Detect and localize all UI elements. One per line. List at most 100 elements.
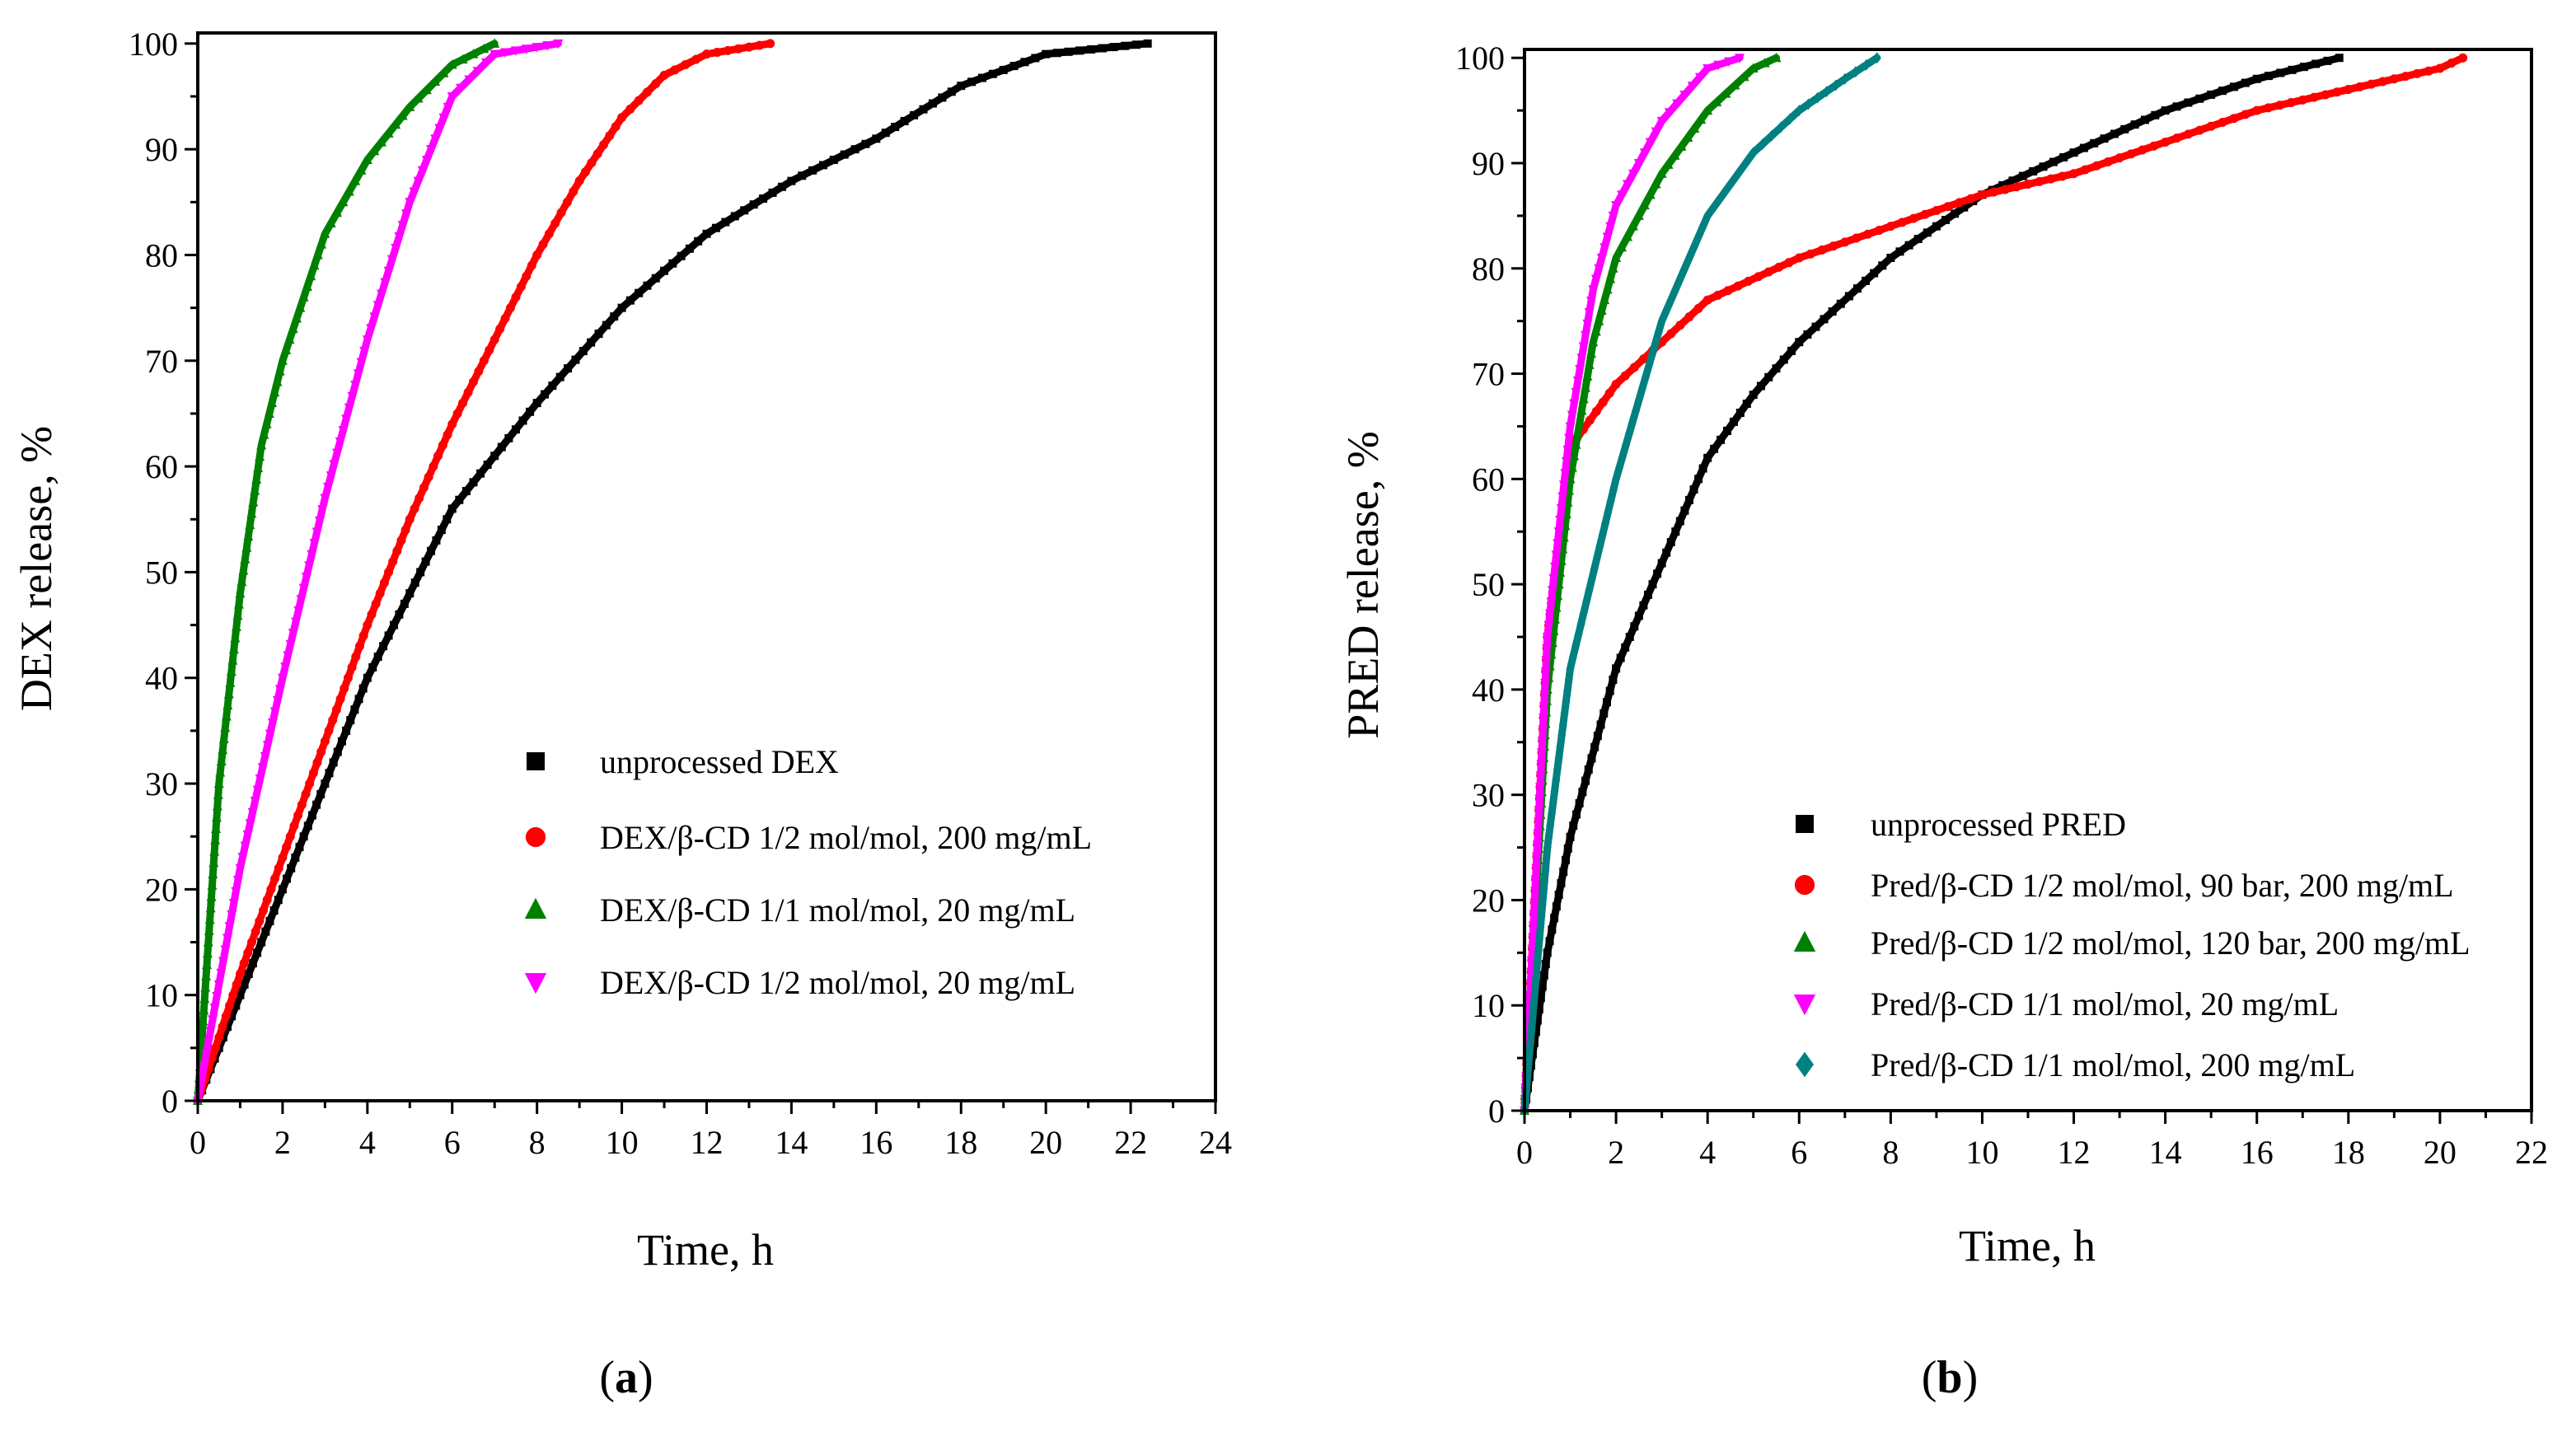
data-point	[829, 155, 838, 164]
data-point	[1874, 225, 1884, 235]
y-tick-label: 100	[129, 26, 178, 63]
data-point	[2207, 90, 2216, 99]
data-point	[225, 677, 236, 687]
data-point	[245, 519, 255, 530]
data-point	[350, 381, 361, 391]
data-point	[2344, 85, 2354, 95]
y-tick-label: 80	[1472, 250, 1505, 288]
data-point	[2218, 87, 2227, 96]
data-point	[308, 768, 318, 778]
data-point	[243, 531, 254, 541]
data-point	[1811, 322, 1820, 331]
data-point	[651, 274, 660, 283]
data-point	[447, 419, 457, 429]
data-point	[1617, 190, 1628, 200]
data-point	[218, 1022, 227, 1032]
data-point	[651, 79, 661, 89]
data-point	[1584, 308, 1595, 318]
data-point	[1679, 90, 1690, 101]
data-point	[1634, 394, 1643, 406]
data-point	[316, 239, 327, 249]
data-point	[2110, 129, 2119, 138]
data-point	[1689, 241, 1698, 254]
data-point	[1598, 397, 1608, 407]
y-tick-label: 70	[1472, 356, 1505, 393]
data-point	[307, 550, 317, 560]
data-point	[1020, 58, 1029, 67]
data-point	[295, 302, 306, 312]
data-point	[351, 652, 361, 662]
data-point	[202, 959, 213, 970]
data-point	[1582, 319, 1593, 330]
data-point	[293, 606, 304, 616]
data-point	[1680, 262, 1689, 274]
series-0	[194, 39, 1152, 1105]
data-point	[1735, 165, 1745, 177]
data-point	[685, 244, 694, 253]
data-point	[1532, 840, 1543, 850]
data-point	[1556, 503, 1567, 514]
data-point	[1666, 329, 1676, 339]
data-point	[2090, 138, 2099, 147]
data-point	[405, 101, 415, 111]
data-point	[617, 113, 627, 123]
data-point	[1813, 91, 1822, 104]
data-point	[1611, 379, 1621, 389]
data-point	[1529, 898, 1540, 909]
data-point	[1804, 98, 1813, 110]
data-point	[1703, 105, 1713, 115]
data-point	[1694, 475, 1703, 484]
data-point	[1729, 417, 1738, 426]
data-point	[2069, 169, 2079, 179]
data-point	[1581, 382, 1591, 392]
data-point	[1662, 548, 1671, 557]
legend-marker	[527, 752, 545, 770]
data-point	[400, 599, 409, 608]
data-point	[1742, 156, 1751, 168]
data-point	[1721, 88, 1731, 98]
data-point	[380, 278, 391, 288]
x-tick-label: 14	[775, 1124, 808, 1161]
data-point	[2000, 185, 2010, 194]
data-point	[261, 419, 272, 428]
data-point	[287, 863, 296, 873]
data-point	[369, 312, 380, 322]
y-tick-label: 40	[145, 660, 178, 697]
data-point	[2103, 157, 2113, 166]
data-point	[311, 527, 322, 537]
data-point	[199, 1004, 209, 1015]
x-tick-label: 16	[859, 1124, 892, 1161]
panel-caption: (a)	[599, 1352, 653, 1403]
data-point	[284, 334, 295, 344]
data-point	[323, 482, 334, 493]
data-point	[1620, 371, 1630, 381]
data-point	[1544, 830, 1553, 842]
data-point	[278, 885, 287, 894]
data-point	[1533, 956, 1542, 968]
x-axis-label: Time, h	[637, 1225, 774, 1275]
data-point	[424, 472, 433, 482]
data-point	[427, 546, 436, 555]
y-tick-label: 90	[145, 131, 178, 168]
y-tick-label: 60	[1472, 461, 1505, 498]
data-point	[212, 991, 222, 1002]
data-point	[1530, 875, 1541, 886]
data-point	[1599, 243, 1610, 253]
data-point	[1840, 237, 1850, 247]
data-point	[538, 240, 548, 250]
data-point	[1098, 44, 1107, 53]
data-point	[1645, 138, 1656, 147]
data-point	[265, 729, 275, 740]
data-point	[2297, 95, 2307, 105]
data-point	[532, 399, 541, 408]
data-point	[1694, 73, 1705, 83]
x-tick-label: 12	[2058, 1134, 2091, 1171]
data-point	[1578, 342, 1589, 353]
data-point	[891, 123, 900, 132]
data-point	[1557, 492, 1568, 503]
data-point	[2035, 176, 2044, 186]
data-point	[1560, 707, 1569, 719]
data-point	[257, 763, 268, 773]
data-point	[1528, 933, 1539, 943]
data-point	[798, 171, 807, 180]
